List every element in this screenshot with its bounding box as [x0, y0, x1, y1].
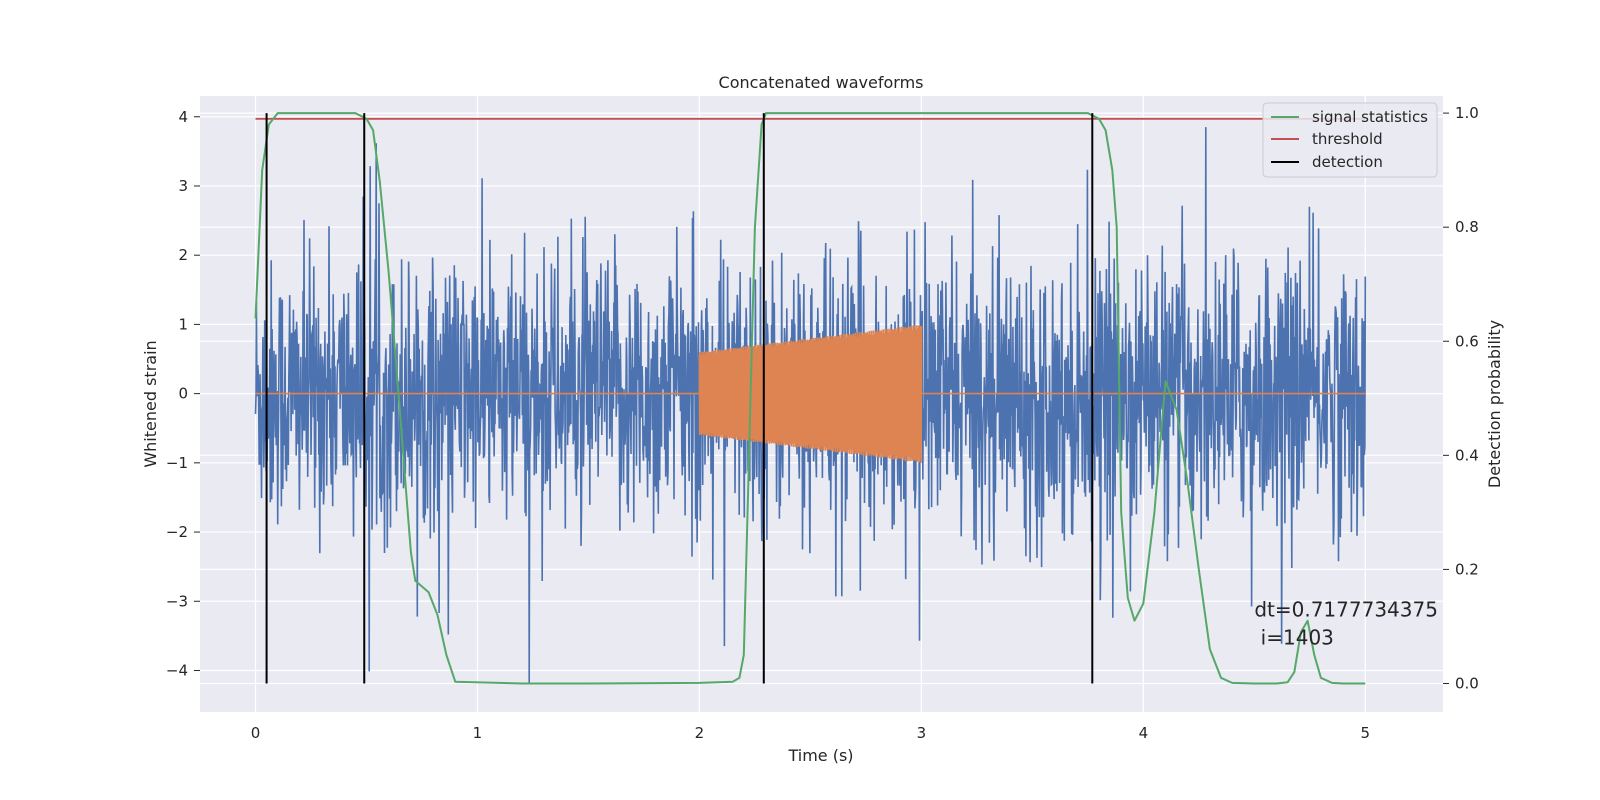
y-tick-label: 2 — [178, 246, 188, 264]
y-axis-ticks: 4 3 2 1 0 −1 −2 −3 −4 — [166, 108, 200, 679]
y-right-tick-label: 0.4 — [1455, 446, 1479, 464]
y-tick-label: 4 — [178, 108, 188, 126]
y-tick-label: −2 — [166, 523, 188, 541]
x-axis-ticks: 0 1 2 3 4 5 — [251, 724, 1370, 742]
y-right-tick-label: 0.2 — [1455, 560, 1479, 578]
chart-title: Concatenated waveforms — [719, 73, 924, 92]
injected-waveform-line — [255, 325, 1366, 463]
series-layer — [254, 112, 1367, 685]
y-right-tick-label: 1.0 — [1455, 104, 1479, 122]
x-tick-label: 3 — [917, 724, 927, 742]
y-right-axis-label: Detection probability — [1485, 320, 1504, 488]
legend: signal statistics threshold detection — [1262, 102, 1438, 178]
y-right-tick-label: 0.8 — [1455, 218, 1479, 236]
x-tick-label: 1 — [473, 724, 483, 742]
y-tick-label: 0 — [178, 385, 188, 403]
x-tick-label: 4 — [1139, 724, 1149, 742]
y-tick-label: −1 — [166, 454, 188, 472]
y-right-tick-label: 0.0 — [1455, 674, 1479, 692]
legend-box — [1262, 102, 1438, 178]
y-tick-label: −3 — [166, 592, 188, 610]
y-right-tick-label: 0.6 — [1455, 332, 1479, 350]
legend-label-detection: detection — [1312, 153, 1383, 171]
x-tick-label: 2 — [695, 724, 705, 742]
y-tick-label: 1 — [178, 315, 188, 333]
y-right-axis-ticks: 1.0 0.8 0.6 0.4 0.2 0.0 — [1443, 104, 1479, 692]
annotation-dt: dt=0.7177734375 — [1254, 598, 1438, 622]
y-tick-label: −4 — [166, 661, 188, 679]
y-tick-label: 3 — [178, 177, 188, 195]
legend-label-signal-statistics: signal statistics — [1312, 108, 1428, 126]
y-axis-label: Whitened strain — [141, 340, 160, 467]
x-tick-label: 5 — [1361, 724, 1371, 742]
x-tick-label: 0 — [251, 724, 261, 742]
x-axis-label: Time (s) — [787, 746, 853, 765]
signal-statistics-line — [254, 112, 1366, 685]
legend-label-threshold: threshold — [1312, 130, 1383, 148]
annotation-i: i=1403 — [1254, 626, 1334, 650]
